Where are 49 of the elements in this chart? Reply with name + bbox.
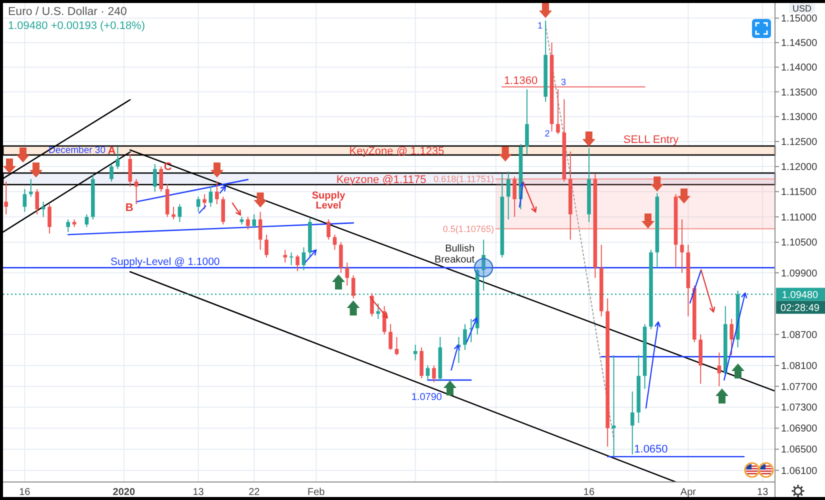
y-tick-label: 1.10500 [781,238,818,249]
y-tick-label: 1.14000 [781,62,818,74]
x-tick-label: 13 [192,487,204,498]
y-tick-label: 1.11500 [781,187,817,198]
x-tick-label: 13 [757,487,769,498]
chart-title: Euro / U.S. Dollar · 240 [8,6,127,18]
annotation: 1 [538,20,543,31]
text: 1.09480 +0.00193 (+0.18%) [8,20,146,32]
annotation: 0.618(1.11751) [434,174,494,184]
annotation: C [164,161,172,174]
x-tick-label: Apr [680,487,697,498]
ref-line-label: 1.09480 [782,290,819,302]
annotation: A [108,145,116,157]
y-tick-label: 1.06500 [781,444,818,456]
x-tick-label: 22 [248,487,260,498]
x-tick-label: 16 [19,487,31,498]
y-tick-label: 1.13000 [781,112,818,124]
annotation: 2 [544,128,550,139]
x-tick-label: 16 [583,487,595,498]
y-tick-label: 1.08700 [781,330,818,341]
y-axis-title: USD [792,4,812,14]
annotation: SELL Entry [623,134,680,146]
y-tick-label: 1.08100 [781,361,818,372]
y-tick-label: 1.09900 [781,268,818,280]
annotation: 1.0790 [411,392,442,404]
annotation: 1.0650 [634,444,668,456]
annotation: B [125,202,134,214]
x-tick-label: 2020 [112,487,136,498]
annotation: December 30 [48,145,106,156]
y-tick-label: 1.07300 [781,402,818,414]
annotation: Supply Level [312,190,346,212]
y-tick-label: 1.13500 [781,87,818,98]
annotation: 1.1360 [504,74,538,87]
y-tick-label: 1.07700 [781,382,818,393]
x-tick-label: Feb [308,487,326,498]
y-tick-label: 1.06100 [781,466,818,477]
annotation: Bullish Breakout [434,244,475,266]
y-tick-label: 1.12000 [781,162,818,174]
band-label: KeyZone @ 1.1235 [349,146,444,158]
y-tick-label: 1.14500 [781,38,818,50]
y-tick-label: 1.12500 [781,137,818,148]
annotation: 3 [560,76,566,87]
annotation: 0.5(1.10765) [442,224,494,234]
band-label: Keyzone @1.1175 [336,174,426,186]
y-tick-label: 1.15000 [781,14,818,25]
text: 02:28:49 [780,302,820,314]
y-tick-label: 1.06900 [781,424,818,435]
ref-line-label: Supply-Level @ 1.1000 [110,256,220,268]
y-tick-label: 1.11000 [781,212,817,224]
